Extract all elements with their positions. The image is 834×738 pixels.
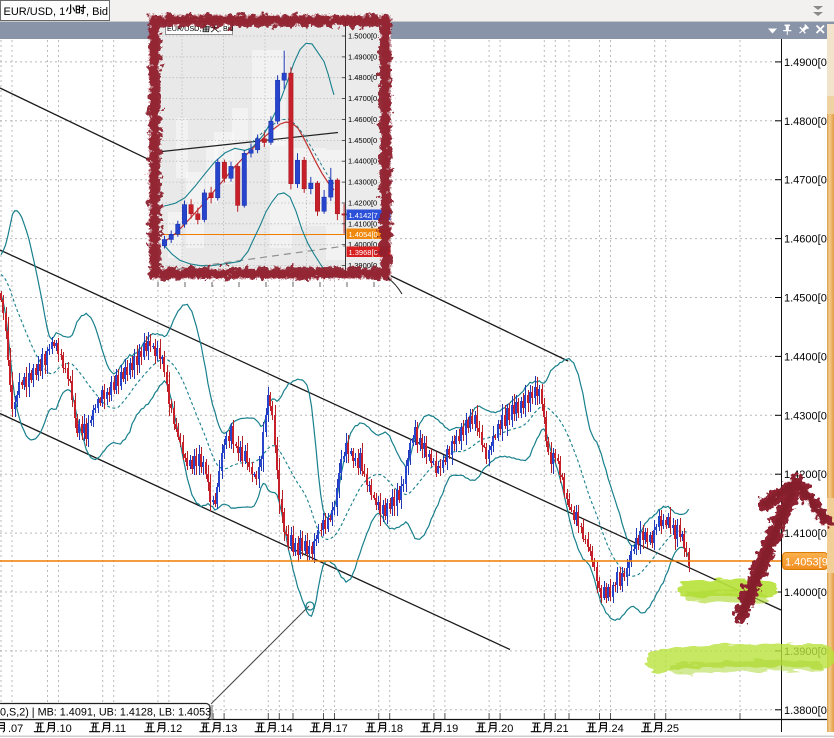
svg-text:1.4600[0: 1.4600[0 — [784, 234, 827, 246]
svg-text:.17: .17 — [333, 723, 348, 735]
svg-text:0,S,2) | MB: 1.4091, UB: 1.412: 0,S,2) | MB: 1.4091, UB: 1.4128, LB: 1.4… — [0, 707, 211, 719]
svg-text:.14: .14 — [277, 723, 292, 735]
svg-text:.11: .11 — [112, 723, 126, 735]
svg-text:.19: .19 — [443, 723, 458, 735]
svg-text:1.4700[0: 1.4700[0 — [784, 175, 827, 187]
svg-text:1.4053[9: 1.4053[9 — [785, 557, 828, 569]
svg-text:1.4000[0: 1.4000[0 — [348, 240, 377, 249]
svg-text:1.4100[0: 1.4100[0 — [784, 528, 827, 540]
svg-text:1.4300[0: 1.4300[0 — [784, 410, 827, 422]
svg-text:1.4800[0: 1.4800[0 — [784, 116, 827, 128]
svg-text:1.4300[0: 1.4300[0 — [348, 178, 377, 187]
svg-text:.21: .21 — [553, 723, 568, 735]
svg-text:.18: .18 — [388, 723, 403, 735]
svg-text:.12: .12 — [167, 723, 182, 735]
svg-text:1.3800[0: 1.3800[0 — [784, 705, 827, 717]
svg-text:1.4800[0: 1.4800[0 — [348, 73, 377, 82]
svg-text:1.4600[0: 1.4600[0 — [348, 115, 377, 124]
svg-text:1.4054[0: 1.4054[0 — [349, 230, 378, 239]
svg-text:.20: .20 — [498, 723, 513, 735]
svg-text:1.4500[0: 1.4500[0 — [784, 293, 827, 305]
svg-text:1.3900[0: 1.3900[0 — [348, 261, 377, 270]
svg-text:1.4900[0: 1.4900[0 — [784, 57, 827, 69]
svg-text:.07: .07 — [8, 723, 23, 735]
svg-text:1.4400[0: 1.4400[0 — [348, 157, 377, 166]
svg-text:1.4000[0: 1.4000[0 — [784, 587, 827, 599]
svg-text:1.4200[0: 1.4200[0 — [348, 199, 377, 208]
svg-text:1.4100[0: 1.4100[0 — [348, 219, 377, 228]
svg-text:1.3968[6: 1.3968[6 — [349, 248, 378, 257]
svg-text:EUR/USD,: EUR/USD, — [167, 24, 201, 33]
svg-text:1.4700[0: 1.4700[0 — [348, 94, 377, 103]
svg-text:.13: .13 — [222, 723, 237, 735]
svg-text:, Bid: , Bid — [86, 6, 108, 18]
svg-text:1.4142[7: 1.4142[7 — [349, 211, 378, 220]
svg-text:, Bid: , Bid — [219, 24, 233, 33]
svg-text:1.5000[0: 1.5000[0 — [348, 32, 377, 41]
svg-text:EUR/USD, 1: EUR/USD, 1 — [4, 6, 66, 18]
svg-text:1.4900[0: 1.4900[0 — [348, 52, 377, 61]
svg-text:1.4500[0: 1.4500[0 — [348, 136, 377, 145]
svg-text:1.4400[0: 1.4400[0 — [784, 351, 827, 363]
svg-text:.25: .25 — [664, 723, 679, 735]
svg-text:.10: .10 — [57, 723, 72, 735]
svg-text:.24: .24 — [609, 723, 624, 735]
